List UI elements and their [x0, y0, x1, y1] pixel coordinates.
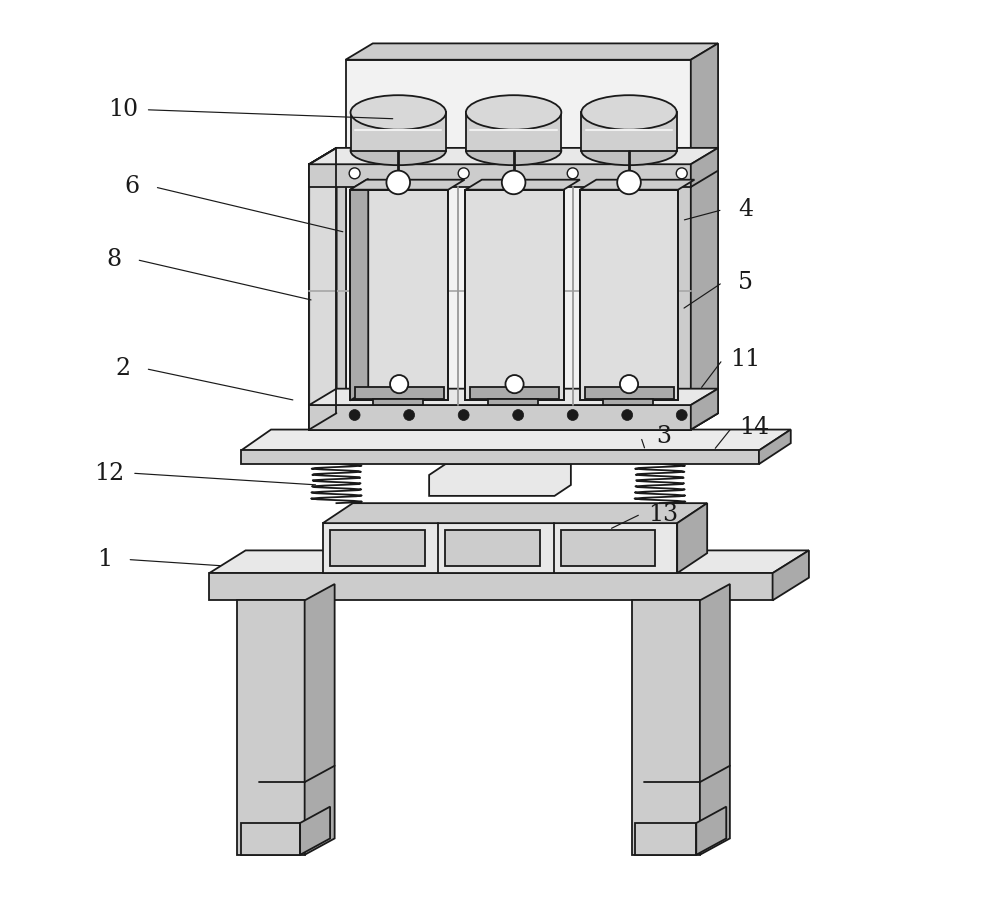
Polygon shape	[488, 399, 538, 405]
Polygon shape	[237, 601, 305, 854]
Circle shape	[390, 375, 408, 393]
Ellipse shape	[466, 136, 561, 165]
Text: 2: 2	[115, 358, 130, 380]
Polygon shape	[346, 60, 691, 430]
Circle shape	[622, 410, 633, 420]
Polygon shape	[580, 189, 678, 400]
Text: 8: 8	[106, 248, 121, 271]
Text: 14: 14	[739, 416, 770, 440]
Polygon shape	[773, 551, 809, 601]
Circle shape	[676, 410, 687, 420]
Polygon shape	[429, 464, 571, 496]
Polygon shape	[209, 551, 809, 573]
Circle shape	[617, 170, 641, 194]
Text: 13: 13	[648, 502, 679, 526]
Polygon shape	[696, 806, 726, 854]
Polygon shape	[373, 399, 423, 405]
Polygon shape	[346, 44, 718, 60]
Circle shape	[567, 167, 578, 178]
Text: 12: 12	[94, 461, 124, 485]
Polygon shape	[350, 178, 368, 400]
Circle shape	[502, 170, 525, 194]
Polygon shape	[309, 148, 718, 164]
Circle shape	[458, 167, 469, 178]
Polygon shape	[445, 530, 540, 566]
Text: 3: 3	[656, 425, 671, 449]
Polygon shape	[465, 179, 580, 189]
Polygon shape	[241, 823, 300, 854]
Polygon shape	[585, 387, 674, 399]
Polygon shape	[209, 573, 773, 601]
Text: 5: 5	[738, 271, 753, 294]
Text: 1: 1	[97, 548, 112, 571]
Polygon shape	[330, 530, 425, 566]
Polygon shape	[305, 584, 335, 854]
Polygon shape	[466, 113, 561, 151]
Text: 11: 11	[730, 349, 760, 371]
Polygon shape	[677, 503, 707, 573]
Circle shape	[676, 167, 687, 178]
Circle shape	[567, 410, 578, 420]
Polygon shape	[300, 806, 330, 854]
Ellipse shape	[466, 96, 561, 130]
Ellipse shape	[581, 96, 677, 130]
Polygon shape	[309, 405, 691, 430]
Circle shape	[513, 410, 524, 420]
Polygon shape	[691, 148, 718, 430]
Ellipse shape	[351, 96, 446, 130]
Text: 10: 10	[108, 98, 138, 121]
Polygon shape	[350, 189, 448, 400]
Polygon shape	[323, 523, 677, 573]
Polygon shape	[700, 584, 730, 854]
Polygon shape	[459, 450, 541, 458]
Polygon shape	[635, 823, 696, 854]
Polygon shape	[323, 503, 707, 523]
Polygon shape	[555, 450, 673, 458]
Circle shape	[620, 375, 638, 393]
Ellipse shape	[351, 136, 446, 165]
Circle shape	[458, 410, 469, 420]
Polygon shape	[309, 148, 373, 164]
Polygon shape	[691, 44, 718, 430]
Ellipse shape	[581, 136, 677, 165]
Polygon shape	[241, 430, 791, 450]
Polygon shape	[581, 113, 677, 151]
Circle shape	[349, 410, 360, 420]
Polygon shape	[241, 450, 759, 464]
Polygon shape	[465, 189, 564, 400]
Polygon shape	[654, 164, 691, 430]
Polygon shape	[561, 530, 655, 566]
Polygon shape	[309, 148, 336, 430]
Polygon shape	[691, 389, 718, 430]
Polygon shape	[309, 148, 336, 430]
Polygon shape	[309, 164, 346, 430]
Polygon shape	[309, 389, 718, 405]
Circle shape	[404, 410, 415, 420]
Text: 6: 6	[124, 176, 140, 198]
Text: 4: 4	[738, 198, 753, 221]
Polygon shape	[691, 148, 718, 187]
Polygon shape	[445, 444, 555, 464]
Polygon shape	[350, 179, 465, 189]
Polygon shape	[603, 399, 653, 405]
Polygon shape	[351, 113, 446, 151]
Polygon shape	[327, 450, 445, 458]
Polygon shape	[580, 179, 694, 189]
Polygon shape	[759, 430, 791, 464]
Circle shape	[386, 170, 410, 194]
Circle shape	[349, 167, 360, 178]
Polygon shape	[632, 601, 700, 854]
Circle shape	[505, 375, 524, 393]
Polygon shape	[355, 387, 444, 399]
Polygon shape	[309, 164, 691, 187]
Polygon shape	[470, 387, 559, 399]
Polygon shape	[654, 148, 718, 164]
